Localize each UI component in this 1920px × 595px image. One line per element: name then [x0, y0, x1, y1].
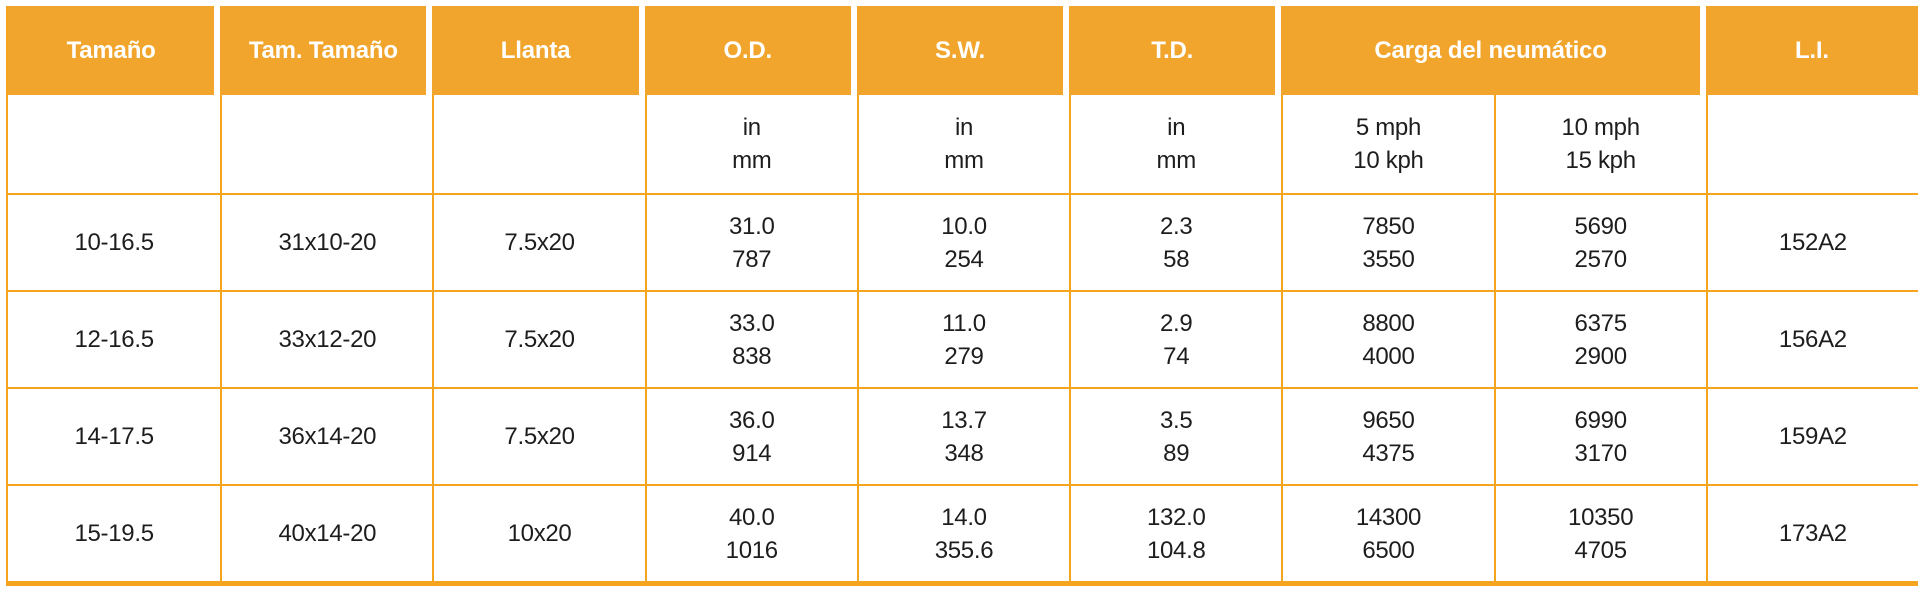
units-row: in mm in mm in mm 5 mph 10 kph 10 mph 15…	[8, 95, 1918, 193]
cell-carga-5mph: 9650 4375	[1281, 387, 1494, 484]
header-tamano: Tamaño	[8, 6, 221, 95]
cell-tamano: 15-19.5	[8, 484, 221, 581]
table-row: 14-17.5 36x14-20 7.5x20 36.0 914 13.7 34…	[8, 387, 1918, 484]
units-tamano	[8, 95, 220, 193]
header-carga: Carga del neumático	[1281, 6, 1706, 95]
header-li: L.I.	[1705, 6, 1918, 95]
cell-sw: 13.7 348	[856, 387, 1070, 484]
cell-tamano: 12-16.5	[8, 290, 221, 387]
table-header-row: Tamaño Tam. Tamaño Llanta O.D. S.W. T.D.…	[8, 6, 1918, 95]
header-od: O.D.	[644, 6, 857, 95]
cell-li: 159A2	[1705, 387, 1918, 484]
units-carga-10mph: 10 mph 15 kph	[1493, 95, 1706, 193]
cell-od: 36.0 914	[644, 387, 857, 484]
cell-td: 2.9 74	[1069, 290, 1282, 387]
cell-td: 2.3 58	[1069, 193, 1282, 290]
tire-spec-table: Tamaño Tam. Tamaño Llanta O.D. S.W. T.D.…	[6, 6, 1918, 586]
table-row: 15-19.5 40x14-20 10x20 40.0 1016 14.0 35…	[8, 484, 1918, 581]
cell-od: 33.0 838	[644, 290, 857, 387]
table-row: 12-16.5 33x12-20 7.5x20 33.0 838 11.0 27…	[8, 290, 1918, 387]
header-sw: S.W.	[856, 6, 1070, 95]
units-td: in mm	[1069, 95, 1281, 193]
cell-carga-10mph: 6990 3170	[1493, 387, 1706, 484]
table-row: 10-16.5 31x10-20 7.5x20 31.0 787 10.0 25…	[8, 193, 1918, 290]
cell-li: 156A2	[1705, 290, 1918, 387]
cell-sw: 14.0 355.6	[856, 484, 1070, 581]
cell-tamano: 14-17.5	[8, 387, 221, 484]
cell-carga-5mph: 8800 4000	[1281, 290, 1494, 387]
header-llanta: Llanta	[432, 6, 645, 95]
units-llanta	[432, 95, 644, 193]
cell-od: 31.0 787	[644, 193, 857, 290]
cell-tam-tamano: 33x12-20	[220, 290, 433, 387]
cell-sw: 10.0 254	[856, 193, 1070, 290]
cell-tam-tamano: 40x14-20	[220, 484, 433, 581]
cell-tam-tamano: 36x14-20	[220, 387, 433, 484]
header-td: T.D.	[1069, 6, 1282, 95]
cell-tam-tamano: 31x10-20	[220, 193, 433, 290]
cell-llanta: 10x20	[432, 484, 645, 581]
header-tam-tamano: Tam. Tamaño	[220, 6, 433, 95]
cell-carga-5mph: 14300 6500	[1281, 484, 1494, 581]
cell-od: 40.0 1016	[644, 484, 857, 581]
cell-li: 152A2	[1705, 193, 1918, 290]
cell-llanta: 7.5x20	[432, 387, 645, 484]
cell-sw: 11.0 279	[856, 290, 1070, 387]
cell-carga-10mph: 6375 2900	[1493, 290, 1706, 387]
units-tam-tamano	[220, 95, 432, 193]
cell-carga-5mph: 7850 3550	[1281, 193, 1494, 290]
units-sw: in mm	[856, 95, 1069, 193]
cell-carga-10mph: 10350 4705	[1493, 484, 1706, 581]
cell-li: 173A2	[1705, 484, 1918, 581]
cell-llanta: 7.5x20	[432, 290, 645, 387]
cell-td: 132.0 104.8	[1069, 484, 1282, 581]
cell-llanta: 7.5x20	[432, 193, 645, 290]
cell-td: 3.5 89	[1069, 387, 1282, 484]
units-od: in mm	[644, 95, 857, 193]
cell-carga-10mph: 5690 2570	[1493, 193, 1706, 290]
units-li	[1705, 95, 1918, 193]
units-carga-5mph: 5 mph 10 kph	[1281, 95, 1493, 193]
cell-tamano: 10-16.5	[8, 193, 221, 290]
